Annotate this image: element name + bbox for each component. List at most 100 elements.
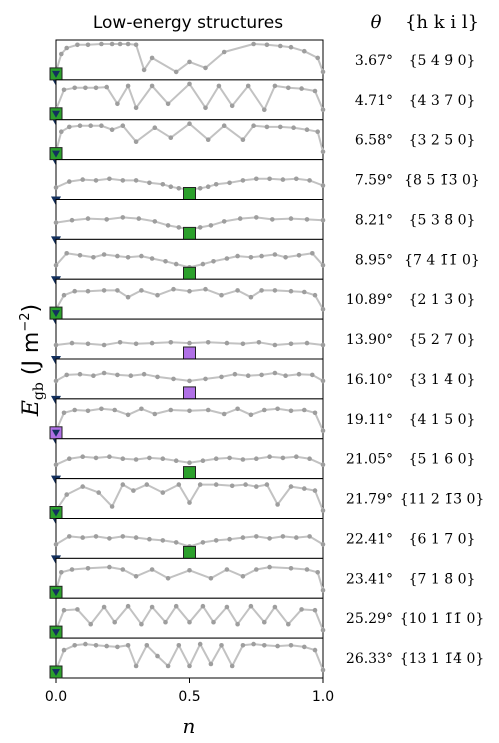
data-point bbox=[160, 538, 166, 543]
data-point bbox=[288, 288, 294, 294]
data-point bbox=[168, 340, 174, 345]
data-point bbox=[80, 454, 85, 460]
data-point bbox=[77, 371, 83, 377]
data-point bbox=[253, 534, 259, 539]
hkil-label: {8 5 1̄3̄ 0} bbox=[404, 173, 480, 189]
panel-7: 10.89° {2 1 3̄ 0} bbox=[49, 278, 475, 326]
panel-4: 7.59° {8 5 1̄3̄ 0} bbox=[51, 159, 480, 206]
data-point bbox=[133, 105, 139, 111]
data-point bbox=[288, 216, 294, 221]
data-point bbox=[91, 254, 96, 260]
panel-10: 19.11° {4 1 5̄ 0} bbox=[49, 398, 475, 445]
svg-text:Egb (J m−2): Egb (J m−2) bbox=[18, 304, 47, 417]
data-point bbox=[155, 374, 160, 380]
data-point bbox=[72, 407, 77, 413]
data-point bbox=[248, 254, 254, 260]
panel-2: 4.71° {4 3 7̄ 0} bbox=[49, 79, 476, 126]
data-point bbox=[115, 372, 120, 378]
data-point bbox=[115, 644, 120, 650]
data-point bbox=[160, 456, 166, 462]
data-point bbox=[67, 179, 72, 184]
data-point bbox=[283, 373, 288, 379]
minimum-square-marker bbox=[183, 187, 196, 200]
data-point bbox=[59, 129, 64, 134]
data-point bbox=[176, 643, 182, 648]
data-point bbox=[104, 84, 109, 90]
data-point bbox=[125, 412, 131, 418]
hkil-label: {4 3 7̄ 0} bbox=[409, 93, 476, 109]
data-point bbox=[221, 49, 227, 55]
theta-label: 22.41° bbox=[346, 531, 393, 547]
data-point bbox=[197, 482, 203, 487]
theta-label: 3.67° bbox=[355, 53, 393, 69]
series-line bbox=[55, 122, 324, 152]
triangle-marker-inner bbox=[52, 310, 60, 318]
data-point bbox=[197, 186, 203, 191]
data-point bbox=[227, 455, 232, 461]
data-point bbox=[133, 42, 139, 48]
triangle-marker-inner bbox=[52, 70, 60, 78]
series-line bbox=[55, 483, 324, 512]
x-tick-label: 1.0 bbox=[312, 689, 334, 705]
data-point bbox=[315, 570, 321, 575]
data-point bbox=[93, 534, 99, 539]
data-point bbox=[283, 254, 288, 260]
data-point bbox=[64, 372, 69, 378]
theta-label: 8.21° bbox=[355, 212, 393, 228]
panel-frame bbox=[55, 557, 324, 599]
data-point bbox=[67, 124, 72, 130]
data-point bbox=[253, 176, 259, 182]
data-point bbox=[149, 567, 155, 572]
panel-frame bbox=[55, 597, 324, 639]
data-point bbox=[61, 87, 67, 93]
data-point bbox=[101, 252, 107, 257]
data-point bbox=[267, 536, 272, 541]
data-point bbox=[248, 412, 254, 418]
data-point bbox=[243, 482, 248, 487]
data-point bbox=[205, 407, 211, 413]
data-point bbox=[85, 42, 91, 48]
data-point bbox=[310, 372, 315, 378]
data-point bbox=[173, 458, 179, 464]
data-point bbox=[213, 456, 219, 462]
chart-title: Low-energy structures bbox=[93, 13, 283, 33]
data-point bbox=[75, 607, 80, 612]
data-point bbox=[235, 406, 240, 412]
hkil-label: {5 2 7̄ 0} bbox=[409, 332, 476, 348]
data-point bbox=[187, 460, 192, 466]
data-point bbox=[232, 371, 238, 377]
data-point bbox=[168, 407, 174, 413]
data-point bbox=[240, 137, 246, 142]
panel-12: 21.79° {11 2 1̄3̄ 0} bbox=[49, 478, 484, 525]
data-point bbox=[307, 534, 312, 539]
data-point bbox=[133, 139, 139, 144]
data-point bbox=[262, 619, 267, 625]
panel-frame bbox=[55, 398, 324, 440]
data-point bbox=[278, 124, 283, 130]
data-point bbox=[221, 123, 227, 128]
data-point bbox=[237, 216, 243, 221]
hkil-header: {h k i l} bbox=[405, 12, 479, 33]
data-point bbox=[320, 588, 326, 593]
data-point bbox=[149, 340, 155, 346]
data-point bbox=[165, 101, 171, 107]
panel-frame bbox=[55, 278, 324, 320]
series-line bbox=[55, 82, 324, 111]
data-point bbox=[208, 661, 214, 667]
data-point bbox=[291, 125, 296, 130]
data-point bbox=[307, 178, 312, 183]
data-point bbox=[310, 251, 315, 256]
data-point bbox=[88, 621, 93, 627]
data-point bbox=[155, 292, 160, 298]
data-point bbox=[288, 341, 294, 347]
data-point bbox=[120, 123, 126, 128]
data-point bbox=[187, 663, 192, 669]
data-point bbox=[221, 411, 227, 417]
data-point bbox=[133, 663, 139, 669]
data-point bbox=[240, 341, 246, 347]
theta-label: 21.05° bbox=[346, 452, 393, 468]
data-point bbox=[240, 457, 246, 462]
data-point bbox=[320, 667, 326, 673]
data-point bbox=[264, 42, 270, 48]
panel-16: 26.33° {13 1 1̄4̄ 0} bbox=[49, 637, 484, 679]
